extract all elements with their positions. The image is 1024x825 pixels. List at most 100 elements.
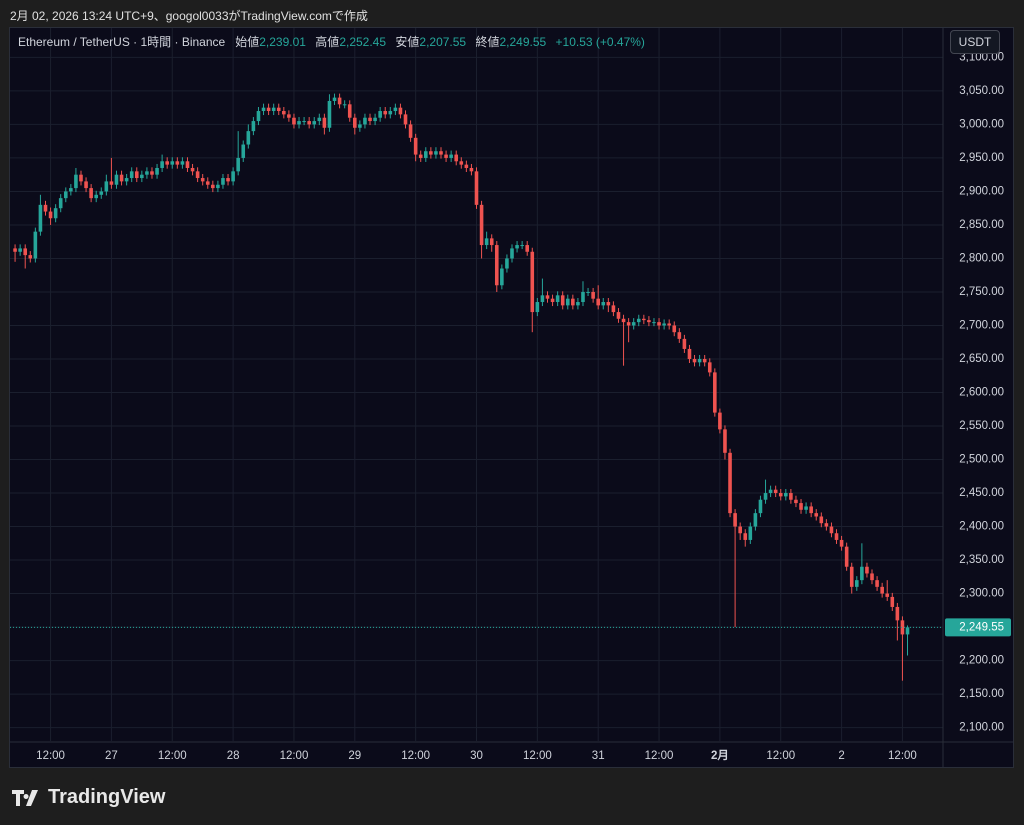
candle-body: [753, 513, 758, 527]
candle-body: [205, 181, 210, 185]
candle-body: [363, 117, 367, 125]
candle-body: [99, 191, 104, 195]
candle-body: [74, 174, 78, 189]
candle-body: [180, 161, 185, 165]
y-tick-label: 2,850.00: [959, 219, 1004, 231]
candle-body: [226, 178, 230, 182]
candle-body: [246, 131, 251, 145]
candle-body: [865, 566, 869, 574]
y-tick-label: 2,350.00: [959, 554, 1004, 566]
candle-body: [469, 167, 474, 172]
x-tick-label: 2: [838, 750, 844, 762]
candle-body: [388, 111, 393, 115]
candle-body: [155, 167, 159, 175]
x-tick-label: 12:00: [401, 750, 430, 762]
candle-body: [540, 295, 545, 303]
candle-body: [449, 154, 453, 158]
candle-body: [368, 117, 372, 122]
candle-body: [626, 322, 631, 326]
x-tick-label: 12:00: [280, 750, 309, 762]
x-tick-label: 12:00: [523, 750, 552, 762]
candle-body: [317, 117, 322, 122]
label: 終値: [475, 35, 500, 49]
candle-body: [636, 318, 641, 323]
y-tick-label: 2,950.00: [959, 152, 1004, 164]
candle-body: [358, 124, 362, 128]
x-tick-label: 27: [105, 750, 118, 762]
candle-body: [292, 117, 296, 125]
candle-body: [38, 204, 43, 232]
candle-body: [378, 111, 382, 118]
candle-body: [586, 291, 590, 293]
candle-body: [799, 503, 803, 510]
candle-body: [423, 151, 428, 158]
candle-body: [119, 174, 124, 182]
candle-body: [778, 493, 783, 497]
candle-body: [63, 191, 68, 199]
candle-body: [905, 627, 910, 635]
candle-body: [439, 151, 443, 155]
label: 始値: [235, 35, 260, 49]
candle-body: [692, 358, 697, 363]
candle-body: [114, 174, 119, 185]
value: 2,252.45: [339, 35, 387, 49]
y-tick-label: 2,650.00: [959, 353, 1004, 365]
candle-body: [849, 566, 854, 587]
candle-body: [94, 194, 99, 199]
candle-body: [479, 204, 484, 246]
candle-body: [748, 526, 753, 540]
candle-body: [353, 117, 357, 128]
candle-body: [581, 291, 585, 303]
candle-body: [550, 298, 555, 303]
x-tick-label: 12:00: [888, 750, 917, 762]
candle-body: [743, 533, 748, 540]
candle-body: [129, 171, 134, 179]
candle-body: [140, 174, 144, 179]
candle-body: [621, 318, 626, 323]
x-tick-label: 30: [470, 750, 483, 762]
candle-body: [23, 248, 28, 256]
legend-header: Ethereum / TetherUS · 1時間 · Binance 始値2,…: [18, 33, 651, 50]
candle-body: [342, 104, 347, 106]
candle-body: [565, 298, 570, 306]
candle-body: [733, 513, 737, 527]
candle-body: [69, 188, 73, 192]
candle-body: [809, 506, 813, 514]
candle-body: [256, 111, 261, 122]
currency-button[interactable]: USDT: [950, 30, 1000, 54]
candle-body: [200, 178, 205, 182]
candle-body: [667, 323, 671, 326]
candle-body: [134, 171, 139, 179]
x-tick-label: 12:00: [36, 750, 65, 762]
candle-body: [48, 211, 53, 219]
candle-body: [185, 161, 190, 168]
candle-body: [652, 322, 656, 324]
label: 高値: [315, 35, 340, 49]
candle-body: [789, 493, 793, 500]
candle-body: [307, 121, 311, 125]
candle-body: [236, 157, 240, 172]
x-tick-label: 12:00: [766, 750, 795, 762]
candle-body: [870, 573, 874, 581]
candle-body: [723, 429, 727, 453]
symbol: Ethereum / TetherUS · 1時間 · Binance: [18, 35, 226, 49]
candle-body: [282, 111, 286, 115]
candle-body: [520, 245, 524, 247]
candle-body: [175, 161, 180, 165]
y-tick-label: 2,700.00: [959, 320, 1004, 332]
candle-body: [221, 178, 225, 185]
candle-body: [854, 580, 859, 587]
candle-body: [560, 295, 565, 306]
candle-body: [611, 305, 616, 313]
x-tick-label: 29: [348, 750, 361, 762]
candle-body: [464, 164, 469, 168]
candle-body: [642, 318, 646, 321]
candle-body: [403, 114, 408, 125]
value: 2,239.01: [259, 35, 306, 49]
x-tick-label: 28: [227, 750, 240, 762]
candle-body: [814, 513, 819, 517]
candle-body: [718, 412, 722, 430]
candle-body: [687, 348, 692, 359]
candle-body: [109, 181, 114, 185]
